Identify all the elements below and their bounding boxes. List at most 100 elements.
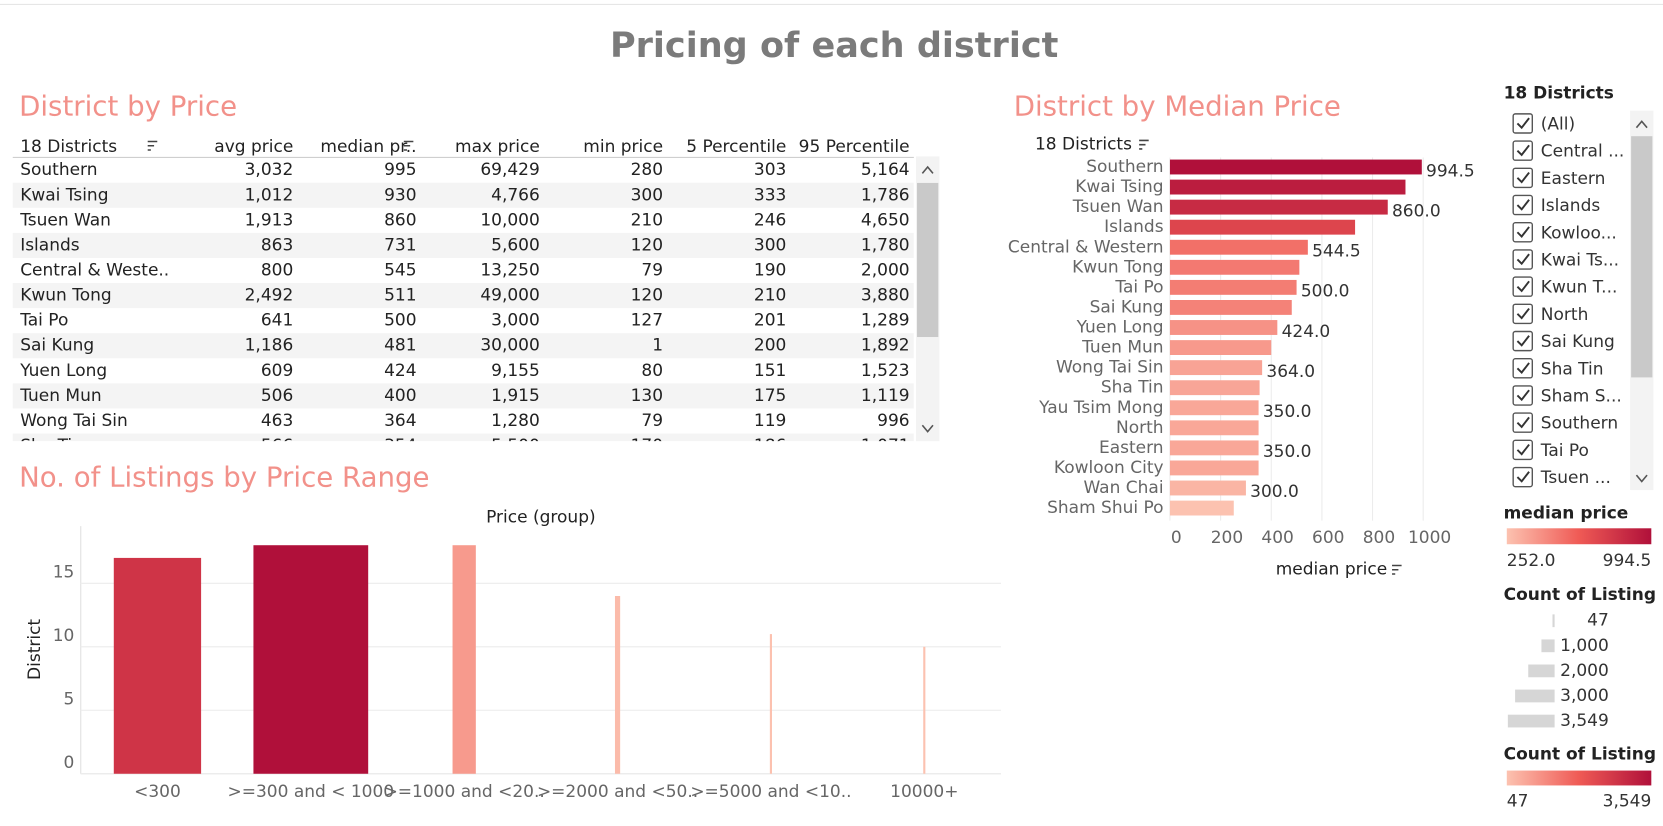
checkbox[interactable] — [1512, 385, 1533, 406]
checkmark — [1516, 416, 1530, 429]
legend-max: 3,549 — [1603, 791, 1652, 811]
table-cell: 996 — [877, 411, 909, 431]
bar — [1169, 420, 1259, 436]
table-cell: 1,915 — [491, 386, 540, 406]
scroll-up[interactable] — [921, 165, 934, 174]
checkbox[interactable] — [1512, 194, 1533, 216]
checkbox[interactable] — [1512, 330, 1533, 352]
filter-scrollbar-thumb[interactable] — [1631, 136, 1653, 378]
table-cell: Tai Po — [19, 311, 68, 331]
checkmark — [1516, 144, 1530, 157]
scroll-down[interactable] — [1635, 474, 1648, 483]
filter-option[interactable]: North — [1541, 305, 1589, 325]
table-cell: 1,913 — [245, 210, 294, 230]
table-cell: 863 — [261, 235, 293, 255]
checkbox[interactable] — [1512, 466, 1533, 488]
legend-label: 47 — [1587, 611, 1609, 631]
scrollbar-thumb[interactable] — [917, 182, 939, 338]
legend-size-swatch — [1528, 664, 1555, 678]
checkbox[interactable] — [1512, 167, 1533, 189]
legend-label: 3,000 — [1560, 686, 1609, 706]
checkbox[interactable] — [1512, 358, 1533, 379]
table-cell: 3,880 — [861, 286, 910, 306]
legend-min: 252.0 — [1507, 551, 1556, 571]
column-header: 95 Percentile — [799, 137, 910, 157]
filter-option[interactable]: Tsuen ... — [1540, 468, 1611, 488]
table-cell: 13,250 — [480, 261, 539, 281]
dashboard-title: Pricing of each district — [610, 25, 1058, 66]
checkbox[interactable] — [1512, 140, 1533, 161]
checkmark — [1516, 335, 1530, 347]
table-cell: 860 — [384, 210, 416, 230]
chart-title: No. of Listings by Price Range — [19, 460, 429, 493]
filter-option[interactable]: Kowloo... — [1541, 223, 1617, 243]
checkmark — [1516, 307, 1530, 320]
table-cell: 1,786 — [861, 185, 910, 205]
y-tick-label: Yuen Long — [1076, 318, 1164, 338]
checkbox[interactable] — [1512, 412, 1533, 433]
filter-option[interactable]: Tai Po — [1540, 441, 1589, 461]
table-cell: 120 — [631, 286, 663, 306]
checkbox[interactable] — [1512, 276, 1533, 297]
value-label: 350.0 — [1263, 402, 1312, 422]
table-cell: 170 — [631, 436, 663, 456]
table-cell: 175 — [754, 386, 786, 406]
checkmark — [1516, 226, 1530, 238]
filter-option[interactable]: Sham S... — [1541, 387, 1622, 407]
filter-option[interactable]: Central ... — [1541, 142, 1625, 162]
table-cell: 609 — [261, 361, 293, 381]
column-header: avg price — [214, 137, 293, 157]
bar — [1169, 440, 1259, 456]
filter-option[interactable]: Sha Tin — [1541, 359, 1604, 379]
checkbox[interactable] — [1512, 439, 1533, 461]
filter-option[interactable]: Kwai Ts... — [1541, 251, 1619, 271]
table-cell: Southern — [20, 160, 97, 180]
table-cell: 80 — [641, 361, 663, 381]
table-cell: 79 — [641, 261, 663, 281]
x-tick-label: 600 — [1312, 528, 1344, 548]
y-tick-label: Central & Western — [1008, 237, 1164, 257]
bar — [1169, 500, 1234, 516]
filter-option[interactable]: Sai Kung — [1541, 332, 1615, 352]
checkbox[interactable] — [1512, 303, 1533, 325]
checkbox[interactable] — [1512, 249, 1533, 270]
table-cell: 119 — [754, 411, 786, 431]
legend-size-swatch — [1507, 714, 1555, 728]
table-cell: 1,280 — [491, 411, 540, 431]
table-cell: 1,186 — [245, 336, 294, 356]
legend-title: median price — [1504, 503, 1629, 523]
table-cell: Tuen Mun — [19, 386, 101, 406]
checkbox[interactable] — [1512, 221, 1533, 243]
sort-icon[interactable] — [147, 140, 158, 151]
scroll-down[interactable] — [921, 424, 934, 433]
y-tick-label: Yau Tsim Mong — [1038, 398, 1163, 418]
checkmark — [1516, 171, 1530, 184]
table-cell: Islands — [20, 235, 80, 255]
filter-option[interactable]: Southern — [1541, 414, 1618, 434]
bar — [113, 557, 202, 774]
table-cell: 545 — [384, 261, 416, 281]
filter-option[interactable]: (All) — [1541, 114, 1575, 134]
table-cell: 400 — [384, 386, 416, 406]
table-cell: 800 — [261, 261, 293, 281]
table-cell: 3,032 — [245, 160, 294, 180]
sort-icon[interactable] — [403, 140, 414, 151]
filter-option[interactable]: Islands — [1541, 196, 1601, 216]
table-cell: 79 — [641, 411, 663, 431]
chart-title: District by Median Price — [1014, 89, 1341, 122]
table-cell: 1,523 — [861, 361, 910, 381]
sort-icon[interactable] — [1392, 564, 1402, 575]
x-tick-label: 800 — [1363, 528, 1395, 548]
filter-option[interactable]: Kwun T... — [1541, 278, 1618, 298]
table-cell: 424 — [384, 361, 416, 381]
table-cell: 120 — [631, 235, 663, 255]
checkbox[interactable] — [1512, 113, 1533, 134]
table-cell: 151 — [754, 361, 786, 381]
sort-icon[interactable] — [1139, 139, 1149, 150]
table-cell: 69,429 — [480, 160, 539, 180]
y-tick-label: 10 — [53, 626, 75, 646]
bar — [614, 596, 621, 774]
filter-option[interactable]: Eastern — [1541, 169, 1606, 189]
scroll-up[interactable] — [1635, 120, 1648, 129]
